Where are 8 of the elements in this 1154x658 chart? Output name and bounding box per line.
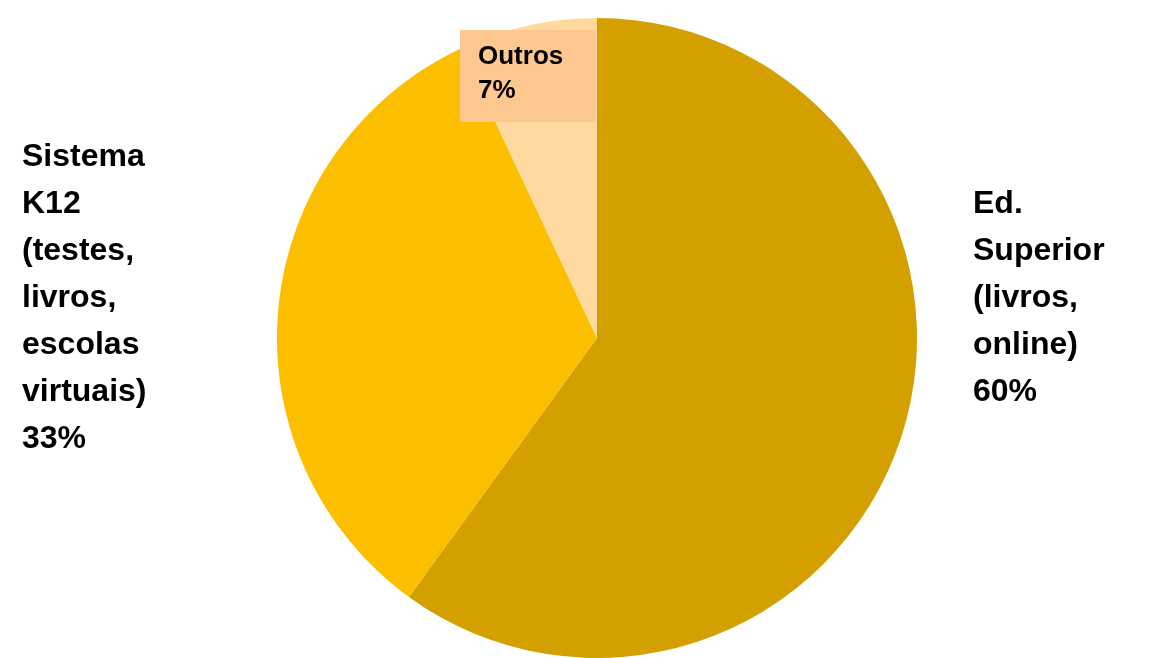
data-label: 33%: [22, 418, 87, 455]
slice-label: Ed. Superior (livros, online): [973, 183, 1105, 361]
slice-label: Sistema K12 (testes, livros, escolas virtuais): [22, 136, 147, 408]
data-label: 60%: [973, 371, 1038, 408]
slice-label: Outros: [478, 40, 564, 70]
data-label: 7%: [478, 74, 516, 104]
pie-slice: [277, 48, 597, 597]
pie-slice: [408, 18, 917, 658]
